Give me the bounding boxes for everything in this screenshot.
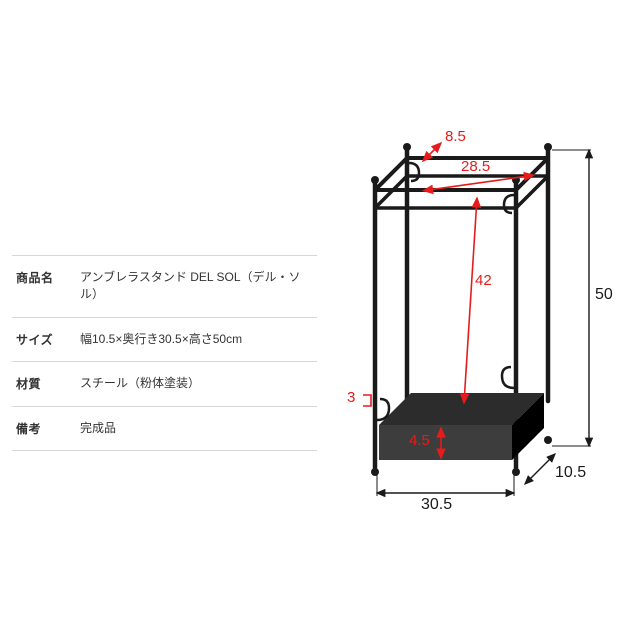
spec-row: 材質 スチール（粉体塗装） bbox=[12, 361, 317, 405]
product-diagram: 8.5 28.5 42 3 4.5 50 30.5 10.5 bbox=[333, 128, 633, 548]
dim-tray-lip: 3 bbox=[347, 389, 355, 406]
dim-inner-h: 42 bbox=[475, 272, 492, 289]
spec-row: 商品名 アンブレラスタンド DEL SOL（デル・ソル） bbox=[12, 255, 317, 317]
spec-label: サイズ bbox=[16, 331, 74, 348]
spec-row: サイズ 幅10.5×奥行き30.5×高さ50cm bbox=[12, 317, 317, 361]
spec-label: 備考 bbox=[16, 420, 74, 437]
dim-tray-h: 4.5 bbox=[409, 432, 430, 449]
dim-top-width: 28.5 bbox=[461, 158, 490, 175]
dim-bottom-d: 10.5 bbox=[555, 464, 586, 482]
spec-row: 備考 完成品 bbox=[12, 406, 317, 451]
spec-value: スチール（粉体塗装） bbox=[74, 375, 200, 392]
spec-value: 完成品 bbox=[74, 420, 116, 437]
spec-label: 商品名 bbox=[16, 269, 74, 286]
spec-value: アンブレラスタンド DEL SOL（デル・ソル） bbox=[74, 269, 317, 304]
spec-label: 材質 bbox=[16, 375, 74, 392]
spec-value: 幅10.5×奥行き30.5×高さ50cm bbox=[74, 331, 242, 348]
spec-table: 商品名 アンブレラスタンド DEL SOL（デル・ソル） サイズ 幅10.5×奥… bbox=[12, 255, 317, 451]
dim-top-depth: 8.5 bbox=[445, 128, 466, 145]
dim-total-h: 50 bbox=[595, 286, 613, 304]
diagram-svg bbox=[333, 128, 633, 548]
dim-bottom-w: 30.5 bbox=[421, 496, 452, 514]
